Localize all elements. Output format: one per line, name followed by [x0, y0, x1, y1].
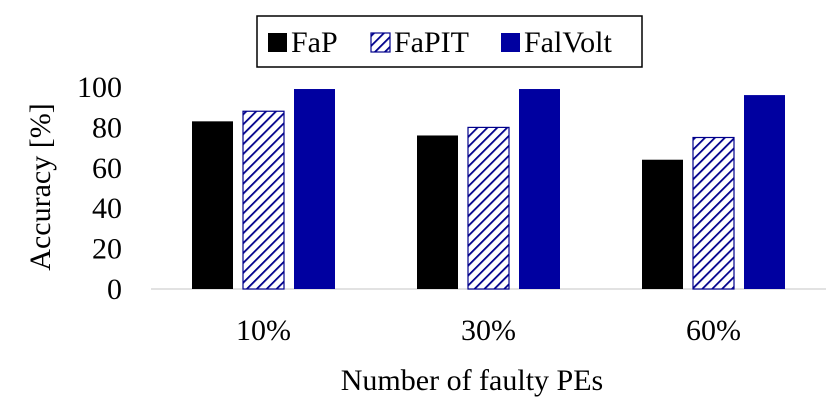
y-tick-label: 60: [92, 152, 122, 185]
bar-falvolt-1: [294, 89, 335, 290]
y-axis-ticks: 0 20 40 60 80 100: [77, 71, 122, 306]
y-tick-label: 20: [92, 233, 122, 266]
x-axis-title: Number of faulty PEs: [341, 364, 603, 397]
bar-fap-1: [192, 121, 233, 289]
legend-swatch-fapit: [370, 32, 391, 53]
bar-fapit-2: [467, 126, 510, 290]
legend-box: [256, 15, 643, 68]
legend-label-fap: FaP: [291, 26, 338, 59]
y-tick-label: 100: [77, 71, 122, 104]
bar-fapit-1: [242, 110, 285, 290]
bar-fap-3: [642, 159, 683, 289]
category-labels: 10% 30% 60%: [236, 314, 741, 347]
legend-label-fapit: FaPIT: [394, 26, 469, 59]
y-tick-label: 80: [92, 111, 122, 144]
legend: FaP FaPIT FalVolt: [268, 26, 612, 59]
y-axis-title: Accuracy [%]: [24, 103, 57, 270]
legend-label-falvolt: FalVolt: [524, 26, 612, 59]
bar-fapit-3: [692, 136, 735, 290]
y-tick-label: 0: [107, 273, 122, 306]
bars: [192, 89, 785, 290]
bar-falvolt-3: [744, 95, 785, 289]
x-tick-label: 30%: [461, 314, 516, 347]
legend-swatch-falvolt: [501, 33, 520, 52]
bar-fap-2: [417, 135, 458, 289]
y-tick-label: 40: [92, 192, 122, 225]
legend-swatch-fap: [268, 33, 287, 52]
x-tick-label: 10%: [236, 314, 291, 347]
x-tick-label: 60%: [686, 314, 741, 347]
bar-falvolt-2: [519, 89, 560, 290]
